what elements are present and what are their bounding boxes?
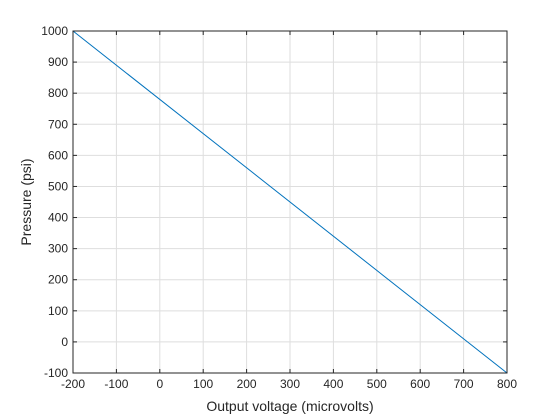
y-tick-label: 900 <box>48 55 68 69</box>
series-line-1 <box>72 30 508 374</box>
x-tick-label: 300 <box>280 377 300 391</box>
series-group <box>72 30 508 374</box>
x-tick-label: -200 <box>61 377 85 391</box>
ticks: -200 -100 0 100 200 300 400 500 600 700 800-100010… <box>41 24 517 391</box>
x-tick-label: 800 <box>497 377 517 391</box>
y-tick-label: 500 <box>48 179 68 193</box>
y-tick-label: 700 <box>48 117 68 131</box>
y-tick-label: 1000 <box>41 24 68 38</box>
x-tick-label: 500 <box>367 377 387 391</box>
x-axis-label: Output voltage (microvolts) <box>206 398 373 414</box>
y-tick-label: 800 <box>48 86 68 100</box>
y-tick-label: 200 <box>48 273 68 287</box>
y-tick-label: 600 <box>48 148 68 162</box>
y-tick-label: 400 <box>48 211 68 225</box>
y-axis-label: Pressure (psi) <box>18 158 34 245</box>
x-tick-label: 100 <box>193 377 213 391</box>
y-tick-label: 300 <box>48 242 68 256</box>
x-tick-label: 200 <box>237 377 257 391</box>
x-tick-label: 0 <box>156 377 163 391</box>
y-tick-label: -100 <box>44 366 68 380</box>
x-tick-label: 700 <box>454 377 474 391</box>
x-tick-label: 400 <box>323 377 343 391</box>
x-tick-label: -100 <box>104 377 128 391</box>
y-tick-label: 0 <box>61 335 68 349</box>
y-tick-label: 100 <box>48 304 68 318</box>
x-tick-label: 600 <box>410 377 430 391</box>
